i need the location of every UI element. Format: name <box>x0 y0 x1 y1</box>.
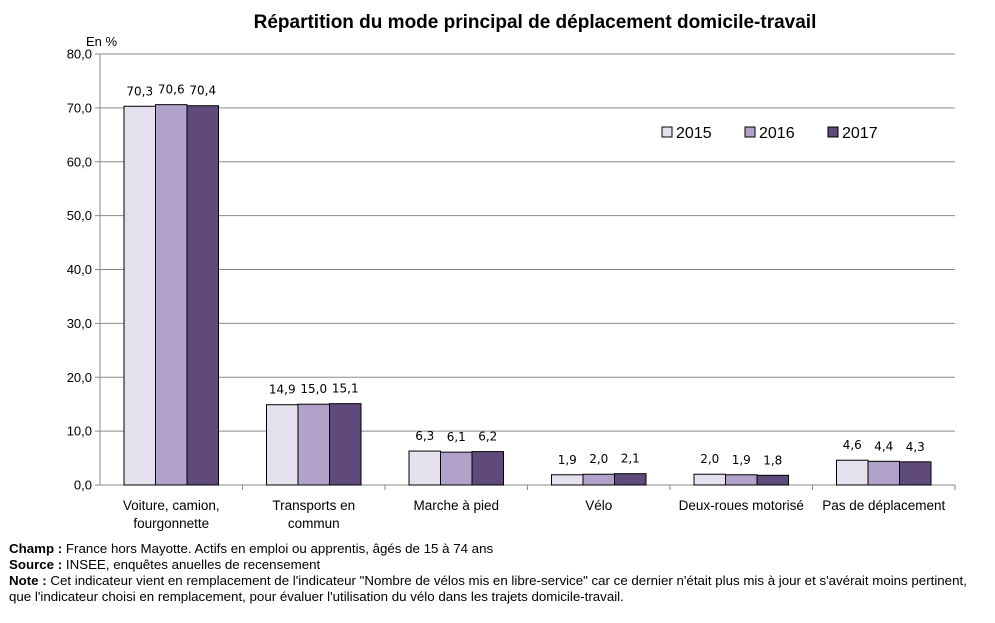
bar-2017 <box>614 473 647 486</box>
source-label: Source : <box>9 557 63 572</box>
data-label: 1,9 <box>732 453 751 467</box>
bar-2015 <box>693 473 726 486</box>
bar-2015 <box>408 450 441 486</box>
data-label: 70,4 <box>189 84 216 98</box>
note-text: Cet indicateur vient en remplacement de … <box>9 573 967 604</box>
data-label: 2,1 <box>621 452 640 466</box>
data-label: 1,8 <box>763 453 782 467</box>
category-label: Transports en <box>272 498 355 513</box>
legend-swatch <box>827 126 839 138</box>
note-label: Note : <box>9 573 47 588</box>
category-label: commun <box>288 516 340 531</box>
source-note: Source : INSEE, enquêtes anuelles de rec… <box>9 557 320 573</box>
data-label: 2,0 <box>589 452 608 466</box>
data-label: 6,3 <box>415 429 434 443</box>
legend-label: 2015 <box>676 125 712 142</box>
category-label: Deux-roues motorisé <box>679 498 804 513</box>
y-tick-label: 30,0 <box>67 316 92 331</box>
data-label: 70,3 <box>126 84 153 98</box>
y-axis-label: En % <box>86 34 118 49</box>
category-label: Marche à pied <box>413 498 499 513</box>
legend-label: 2016 <box>759 125 795 142</box>
category-label: Vélo <box>585 498 612 513</box>
bar-2016 <box>582 473 615 486</box>
data-label: 1,9 <box>558 453 577 467</box>
y-tick-label: 70,0 <box>67 100 92 115</box>
category-label: Pas de déplacement <box>822 498 945 513</box>
bar-2017 <box>899 461 932 486</box>
data-label: 14,9 <box>269 383 296 397</box>
bar-2016 <box>867 460 900 486</box>
bar-2015 <box>551 474 584 486</box>
champ-label: Champ : <box>9 541 63 556</box>
data-label: 2,0 <box>700 452 719 466</box>
champ-text: France hors Mayotte. Actifs en emploi ou… <box>62 541 494 556</box>
bar-2015 <box>266 404 299 486</box>
y-tick-label: 20,0 <box>67 370 92 385</box>
category-label: Voiture, camion, <box>123 498 220 513</box>
bar-2017 <box>471 451 504 486</box>
source-text: INSEE, enquêtes anuelles de recensement <box>62 557 321 572</box>
legend-swatch <box>661 126 673 138</box>
bar-2015 <box>123 105 156 486</box>
bar-2017 <box>756 474 789 486</box>
bar-2016 <box>155 104 188 486</box>
data-label: 15,0 <box>300 382 327 396</box>
data-label: 4,3 <box>906 440 925 454</box>
y-tick-label: 50,0 <box>67 208 92 223</box>
bar-2017 <box>329 403 362 486</box>
y-tick-label: 80,0 <box>67 47 92 62</box>
y-tick-label: 40,0 <box>67 262 92 277</box>
y-tick-label: 0,0 <box>74 478 92 493</box>
category-label: fourgonnette <box>133 516 209 531</box>
bar-2015 <box>836 459 869 486</box>
data-label: 4,4 <box>874 439 893 453</box>
bar-2016 <box>440 451 473 486</box>
data-label: 15,1 <box>332 382 359 396</box>
champ-note: Champ : France hors Mayotte. Actifs en e… <box>9 541 493 557</box>
legend-swatch <box>744 126 756 138</box>
data-label: 4,6 <box>843 438 862 452</box>
data-label: 6,1 <box>447 430 466 444</box>
bar-chart: 0,0 10,0 20,0 30,0 40,0 50,0 60,0 70,0 80,0En % 7… <box>67 34 956 531</box>
remark-note: Note : Cet indicateur vient en remplacem… <box>9 573 984 605</box>
y-tick-label: 10,0 <box>67 424 92 439</box>
data-label: 6,2 <box>478 430 497 444</box>
bar-2017 <box>186 105 219 486</box>
bar-2016 <box>297 403 330 486</box>
y-tick-label: 60,0 <box>67 154 92 169</box>
data-label: 70,6 <box>158 83 185 97</box>
bar-2016 <box>725 474 758 486</box>
legend-label: 2017 <box>842 125 878 142</box>
chart-title: Répartition du mode principal de déplace… <box>253 12 817 33</box>
